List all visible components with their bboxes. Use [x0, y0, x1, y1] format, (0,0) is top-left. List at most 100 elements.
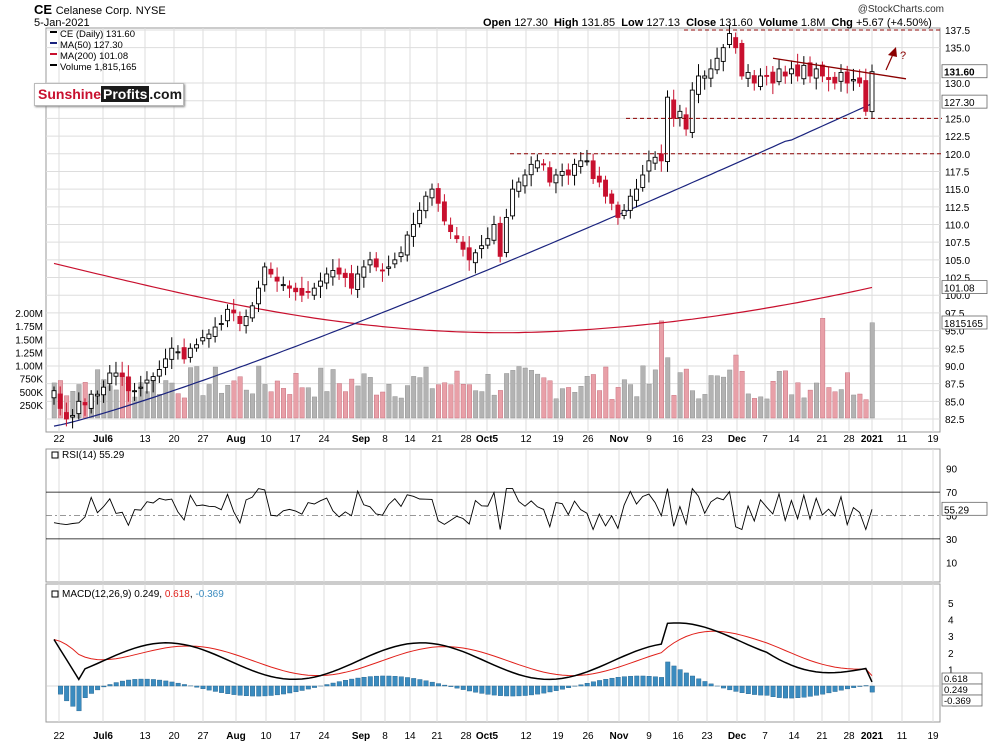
volume-bar	[361, 373, 367, 419]
macd-histogram-bar	[857, 685, 863, 687]
volume-bar	[739, 371, 745, 419]
volume-bar	[274, 380, 280, 419]
volume-bar	[330, 369, 336, 419]
candle-body	[262, 266, 268, 286]
macd-histogram-bar	[516, 685, 522, 697]
volume-bar	[535, 373, 541, 419]
x-tick-label: Sep	[352, 434, 370, 445]
macd-histogram-bar	[826, 685, 832, 694]
x-tick-label: 28	[843, 434, 855, 445]
macd-histogram-bar	[398, 676, 404, 687]
macd-histogram-bar	[225, 685, 231, 694]
x-tick-label: 24	[318, 434, 330, 445]
rsi-tick-label: 30	[946, 535, 958, 546]
candle-body	[423, 195, 429, 212]
macd-histogram-bar	[150, 679, 156, 687]
volume-bar	[436, 384, 441, 419]
ma50-tag: 127.30	[944, 98, 975, 109]
macd-histogram-bar	[175, 682, 181, 687]
candle-body	[764, 74, 770, 77]
macd-histogram-bar	[801, 685, 807, 698]
volume-bar	[603, 366, 609, 419]
macd-histogram-bar	[758, 685, 764, 696]
macd-legend-swatch	[51, 590, 59, 598]
volume-bar	[231, 380, 237, 419]
macd-histogram-bar	[386, 675, 392, 687]
candle-body	[94, 393, 100, 397]
volume-bar	[169, 382, 175, 419]
macd-histogram-bar	[603, 679, 609, 687]
volume-bar	[708, 375, 714, 419]
candle-body	[386, 266, 392, 269]
volume-bar	[386, 384, 392, 419]
macd-histogram-bar	[113, 682, 119, 687]
legend-ma200: MA(200) 101.08	[60, 51, 128, 62]
candle-body	[336, 267, 342, 275]
x-tick-label: 21	[431, 434, 443, 445]
macd-histogram-bar	[615, 677, 621, 687]
price-tick-label: 90.0	[945, 362, 965, 373]
macd-histogram-bar	[312, 685, 317, 688]
volume-bar	[312, 396, 317, 419]
candle-body	[355, 273, 361, 290]
macd-histogram-bar	[181, 684, 187, 687]
macd-histogram-bar	[640, 675, 646, 687]
macd-histogram-bar	[752, 685, 757, 695]
x-tick-label: 11	[897, 434, 908, 445]
candle-body	[795, 64, 801, 77]
price-tick-label: 110.0	[945, 221, 970, 232]
x-tick-label-bottom: 9	[646, 731, 652, 742]
candle-body	[125, 376, 131, 392]
macd-histogram-bar	[795, 685, 801, 698]
macd-histogram-bar	[590, 681, 596, 687]
candle-body	[584, 160, 590, 163]
candle-body	[163, 358, 168, 368]
company-name: Celanese Corp.	[55, 5, 133, 17]
candle-body	[857, 77, 863, 84]
volume-bar	[510, 370, 516, 419]
volume-bar	[163, 380, 169, 419]
candle-body	[460, 241, 466, 250]
macd-histogram-bar	[845, 685, 850, 690]
volume-bar	[349, 378, 355, 419]
macd-histogram-bar	[126, 679, 132, 687]
price-tick-label: 120.0	[945, 150, 970, 161]
volume-bar	[752, 398, 757, 419]
candle-body	[342, 272, 348, 278]
macd-histogram-bar	[535, 685, 541, 695]
x-tick-label-bottom: 8	[382, 731, 388, 742]
macd-tick-label: 4	[948, 616, 954, 627]
candle-body	[237, 315, 243, 324]
volume-bar	[615, 387, 621, 419]
x-tick-label: Nov	[610, 434, 629, 445]
volume-bar	[429, 388, 435, 419]
rsi-legend: RSI(14) 55.29	[62, 450, 125, 461]
macd-histogram-bar	[497, 685, 503, 696]
macd-histogram-bar	[299, 685, 305, 691]
price-tick-label: 92.5	[945, 344, 965, 355]
macd-histogram-bar	[237, 685, 243, 696]
candle-body	[534, 160, 540, 169]
x-tick-label-bottom: Aug	[226, 731, 245, 742]
macd-histogram-bar	[671, 665, 677, 687]
macd-histogram-bar	[76, 685, 82, 712]
volume-bar	[541, 377, 547, 419]
candle-body	[497, 222, 503, 257]
candle-body	[615, 204, 621, 218]
volume-bar	[820, 318, 826, 419]
x-tick-label: 2021	[861, 434, 884, 445]
sunshine-profits-logo: Sunshine Profits .com	[34, 83, 184, 106]
x-tick-label-bottom: 16	[672, 731, 684, 742]
price-tick-label: 112.5	[945, 203, 970, 214]
candle-body	[466, 247, 472, 261]
price-tick-label: 137.5	[945, 26, 970, 37]
volume-bar	[200, 395, 206, 419]
candle-body	[553, 174, 559, 184]
volume-bar	[262, 384, 268, 419]
macd-histogram-bar	[293, 685, 299, 693]
legend-price: CE (Daily) 131.60	[60, 29, 135, 40]
macd-histogram-bar	[528, 685, 534, 696]
volume-bar	[479, 391, 485, 419]
macd-hist-tag: -0.369	[944, 696, 971, 707]
change-value: +5.67 (+4.50%)	[855, 17, 932, 29]
